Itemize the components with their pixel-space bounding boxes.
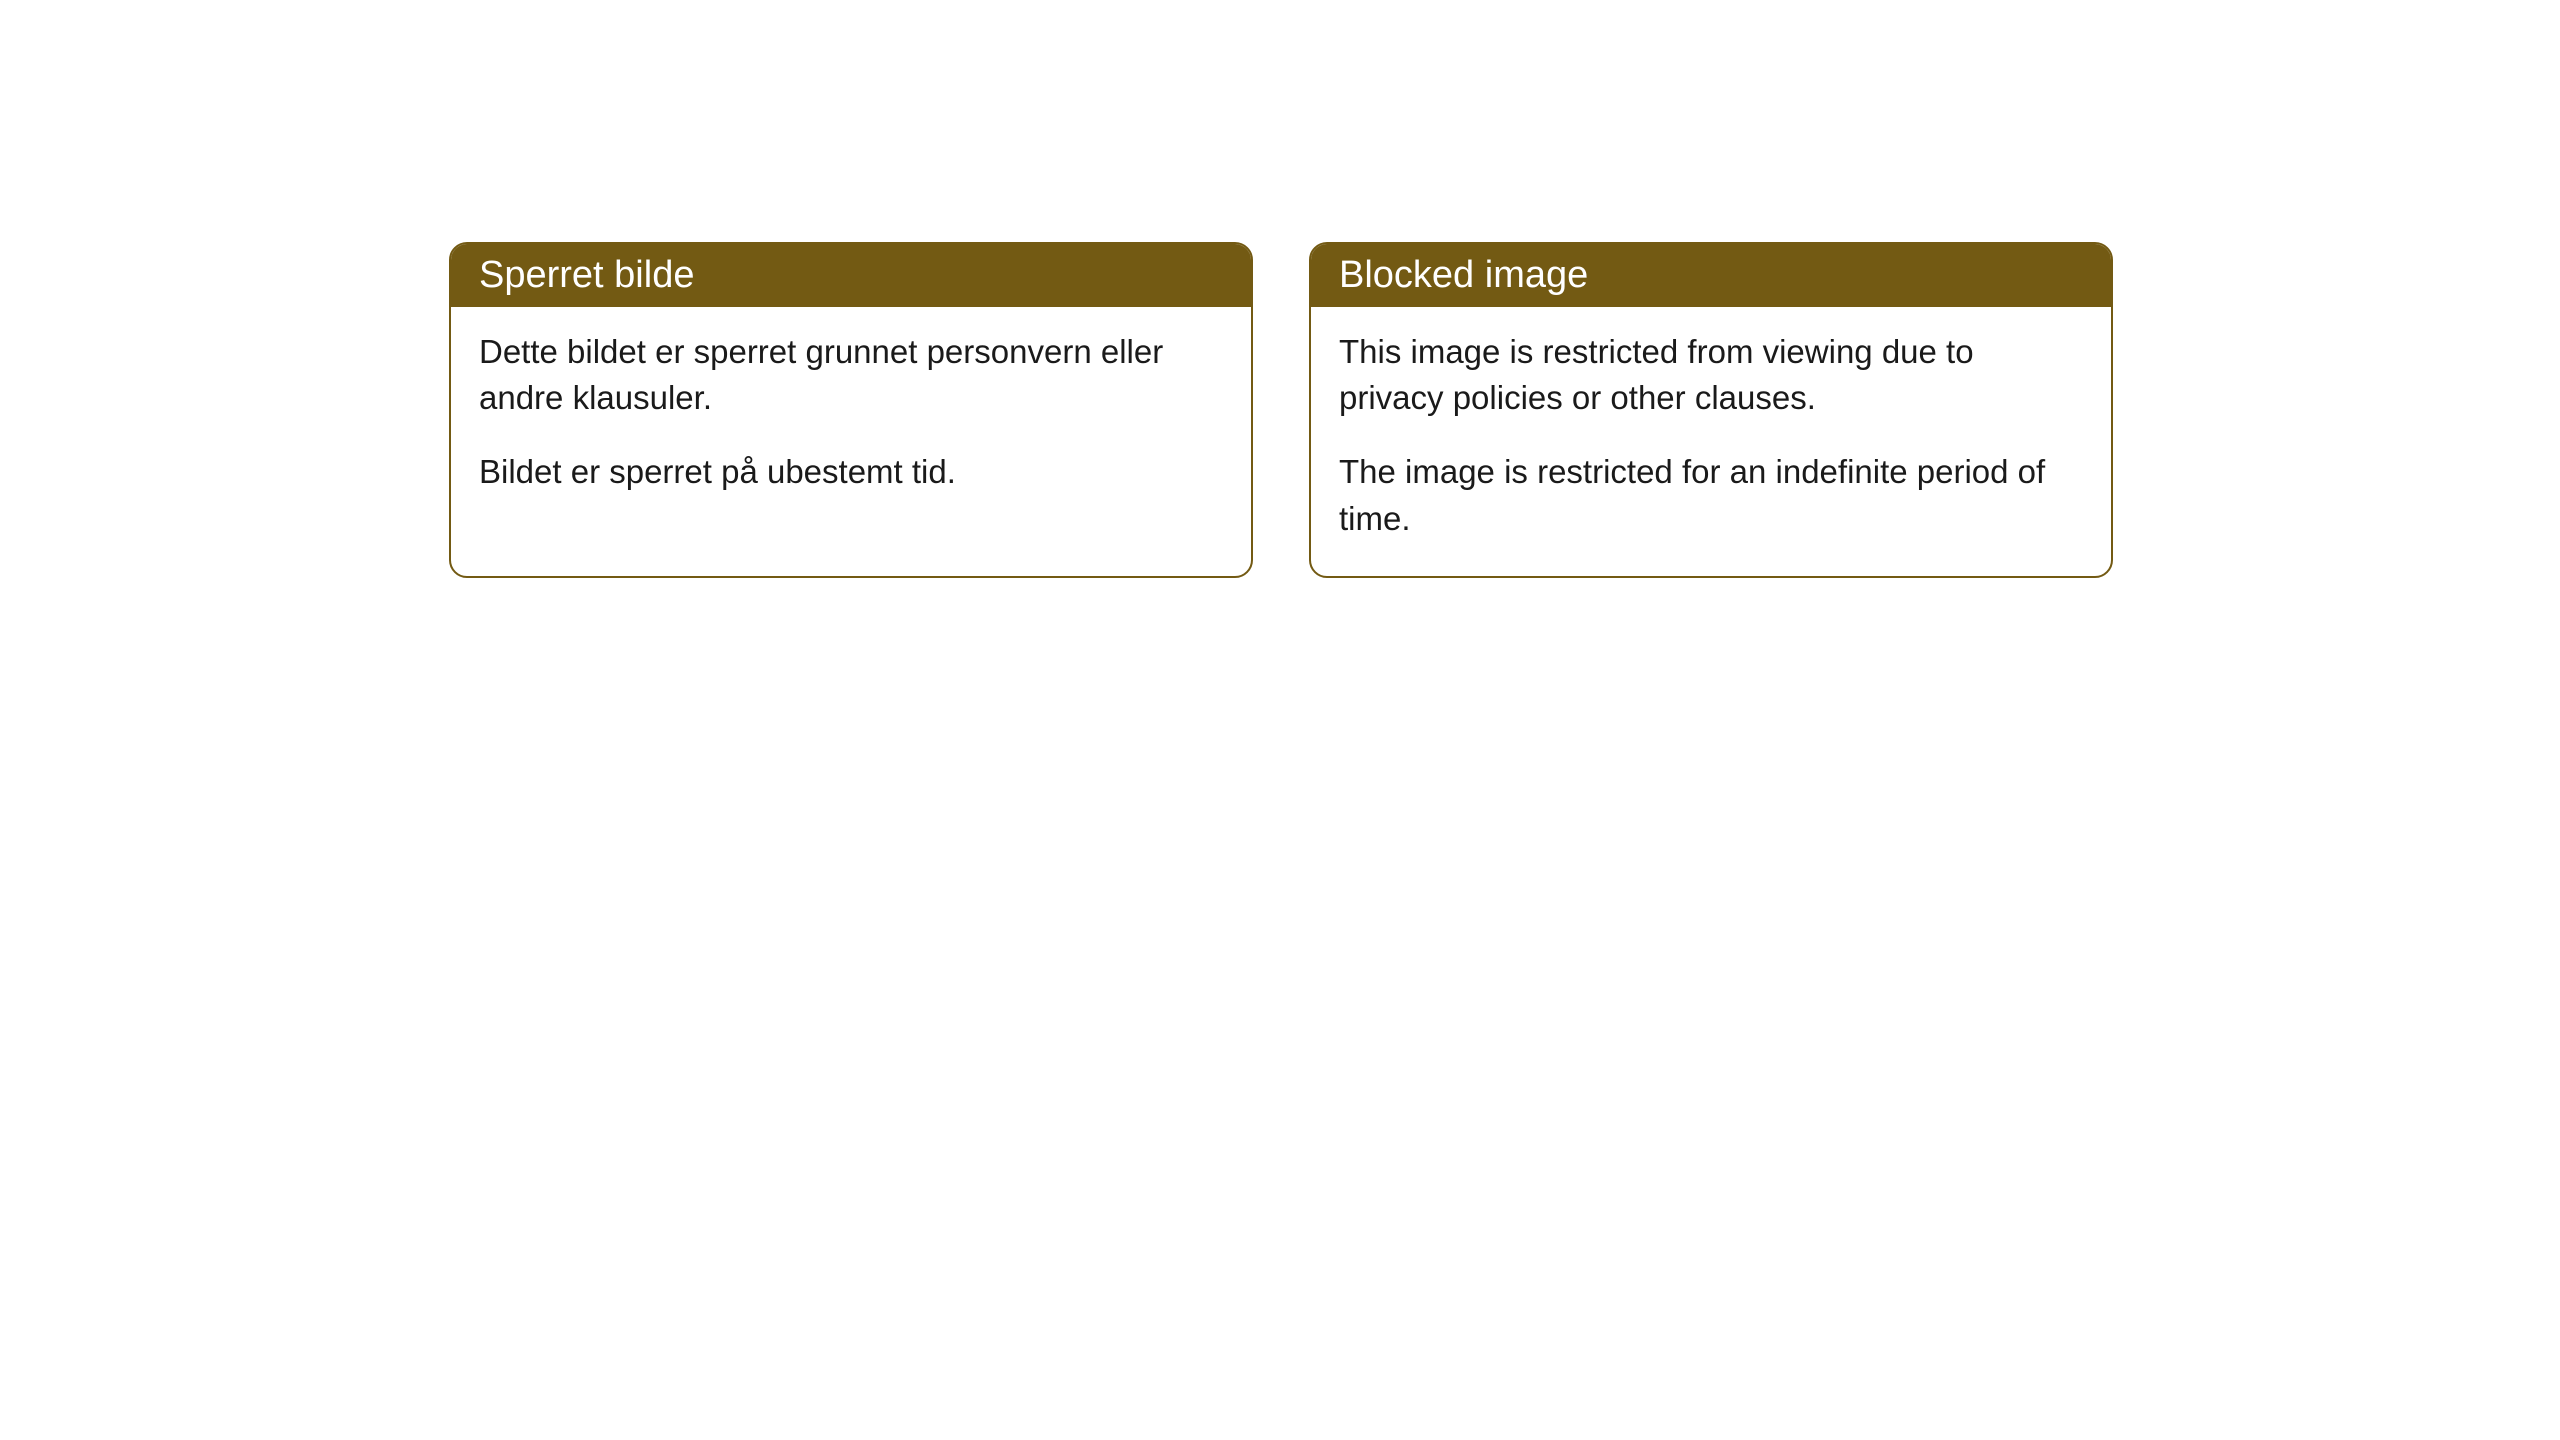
blocked-image-card-english: Blocked image This image is restricted f… [1309, 242, 2113, 578]
card-paragraph-1-norwegian: Dette bildet er sperret grunnet personve… [479, 329, 1223, 421]
card-header-norwegian: Sperret bilde [451, 244, 1251, 307]
notice-cards-container: Sperret bilde Dette bildet er sperret gr… [449, 242, 2113, 578]
card-title-english: Blocked image [1339, 254, 1588, 296]
card-body-english: This image is restricted from viewing du… [1311, 307, 2111, 576]
card-title-norwegian: Sperret bilde [479, 254, 694, 296]
blocked-image-card-norwegian: Sperret bilde Dette bildet er sperret gr… [449, 242, 1253, 578]
card-body-norwegian: Dette bildet er sperret grunnet personve… [451, 307, 1251, 530]
card-paragraph-1-english: This image is restricted from viewing du… [1339, 329, 2083, 421]
card-paragraph-2-english: The image is restricted for an indefinit… [1339, 449, 2083, 541]
card-header-english: Blocked image [1311, 244, 2111, 307]
card-paragraph-2-norwegian: Bildet er sperret på ubestemt tid. [479, 449, 1223, 495]
